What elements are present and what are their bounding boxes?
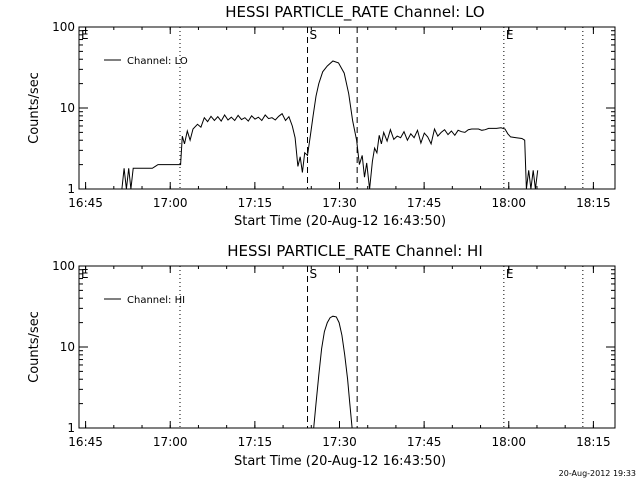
y-tick-label: 1 (67, 421, 75, 435)
marker-label: E (506, 267, 514, 281)
x-tick-label: 18:00 (491, 196, 526, 210)
x-tick-label: 18:15 (576, 196, 611, 210)
x-tick-label: 17:30 (322, 196, 357, 210)
legend-entry: Channel: LO (127, 56, 188, 67)
y-axis-ticks: 1 10 100 (52, 259, 615, 435)
x-tick-label: 18:00 (491, 435, 526, 449)
x-tick-label: 18:15 (576, 435, 611, 449)
marker-label: S (310, 28, 318, 42)
marker-label: E (506, 28, 514, 42)
y-axis-ticks: 1 10 100 (52, 20, 615, 196)
y-tick-label: 1 (67, 182, 75, 196)
chart-title: HESSI PARTICLE_RATE Channel: HI (227, 242, 483, 261)
y-tick-label: 100 (52, 259, 75, 273)
x-tick-label: 17:45 (407, 196, 442, 210)
hi-channel-panel: HESSI PARTICLE_RATE Channel: HI E S E 16:4… (27, 242, 616, 469)
x-tick-label: 16:45 (68, 196, 103, 210)
legend-entry: Channel: HI (127, 295, 185, 306)
y-axis-label: Counts/sec (27, 311, 42, 383)
y-tick-label: 100 (52, 20, 75, 34)
x-axis-ticks: 16:45 17:00 17:15 17:30 17:45 18:00 18:15 (68, 27, 611, 210)
chart-title: HESSI PARTICLE_RATE Channel: LO (225, 3, 484, 22)
marker-label: E (81, 267, 89, 281)
x-tick-label: 17:00 (153, 435, 188, 449)
x-axis-ticks: 16:45 17:00 17:15 17:30 17:45 18:00 18:15 (68, 266, 611, 449)
lo-channel-panel: HESSI PARTICLE_RATE Channel: LO E S E 16:4… (27, 3, 616, 229)
y-axis-label: Counts/sec (27, 72, 42, 144)
x-tick-label: 17:15 (238, 196, 273, 210)
x-axis-label: Start Time (20-Aug-12 16:43:50) (234, 214, 446, 229)
timestamp: 20-Aug-2012 19:33 (559, 469, 636, 478)
x-tick-label: 17:30 (322, 435, 357, 449)
x-axis-label: Start Time (20-Aug-12 16:43:50) (234, 454, 446, 469)
marker-label: E (81, 28, 89, 42)
series-line-hi (313, 315, 353, 429)
x-tick-label: 16:45 (68, 435, 103, 449)
series-line-lo (121, 60, 539, 190)
x-tick-label: 17:15 (238, 435, 273, 449)
y-tick-label: 10 (60, 340, 75, 354)
x-tick-label: 17:00 (153, 196, 188, 210)
y-tick-label: 10 (60, 101, 75, 115)
marker-label: S (310, 267, 318, 281)
x-tick-label: 17:45 (407, 435, 442, 449)
